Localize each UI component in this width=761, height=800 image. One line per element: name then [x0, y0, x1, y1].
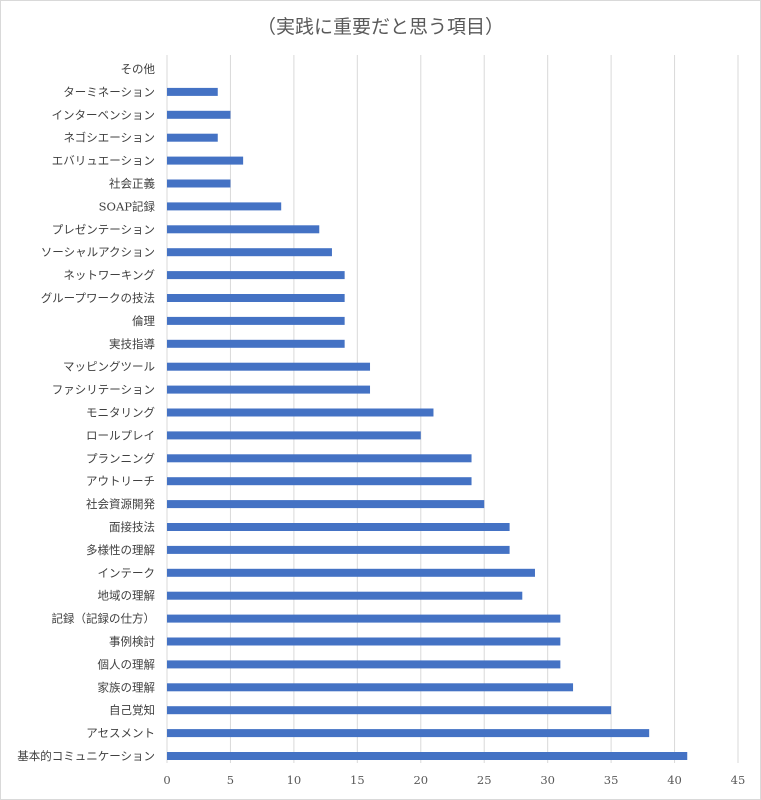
- category-label: モニタリング: [86, 406, 155, 420]
- category-label: 倫理: [132, 314, 155, 328]
- bar: [167, 248, 332, 257]
- category-label: 多様性の理解: [86, 543, 155, 557]
- category-label: 社会資源開発: [86, 497, 155, 511]
- bar: [167, 706, 612, 715]
- category-label: 家族の理解: [98, 680, 156, 694]
- category-label: プランニング: [86, 451, 155, 465]
- bar: [167, 179, 231, 188]
- category-label: 自己覚知: [109, 703, 155, 717]
- category-label: 記録（記録の仕方）: [52, 612, 156, 626]
- x-tick-label: 35: [604, 773, 619, 787]
- bar: [167, 752, 688, 760]
- bar: [167, 637, 561, 646]
- category-labels: その他ターミネーションインターベンションネゴシエーションエバリュエーション社会正…: [17, 62, 155, 763]
- bar: [167, 545, 510, 554]
- category-label: その他: [121, 62, 156, 76]
- category-label: アセスメント: [86, 726, 155, 740]
- category-label: 基本的コミュニケーション: [17, 749, 155, 763]
- category-label: マッピングツール: [63, 360, 155, 374]
- bar: [167, 156, 244, 165]
- category-label: 社会正義: [109, 177, 155, 191]
- category-label: ネゴシエーション: [63, 131, 155, 145]
- category-label: インターベンション: [52, 108, 156, 122]
- x-tick-label: 5: [227, 773, 234, 787]
- x-tick-labels: 0 5 10 15 20 25 30 35 40 45: [163, 773, 745, 787]
- bar: [167, 133, 218, 142]
- category-label: 個人の理解: [98, 657, 156, 671]
- x-tick-label: 10: [287, 773, 302, 787]
- x-tick-label: 45: [731, 773, 746, 787]
- x-tick-label: 30: [540, 773, 555, 787]
- bar: [167, 500, 485, 509]
- category-label: 地域の理解: [98, 589, 156, 603]
- bar: [167, 591, 523, 600]
- x-tick-label: 15: [350, 773, 365, 787]
- category-label: プレゼンテーション: [52, 222, 155, 236]
- category-label: アウトリーチ: [86, 474, 155, 488]
- bars: [167, 87, 688, 760]
- bar: [167, 225, 320, 234]
- bar: [167, 87, 218, 96]
- bar: [167, 202, 282, 211]
- bar: [167, 729, 650, 738]
- bar: [167, 660, 561, 669]
- bar: [167, 110, 231, 119]
- bar: [167, 316, 345, 325]
- category-label: ネットワーキング: [63, 268, 155, 282]
- bar: [167, 385, 371, 394]
- x-tick-label: 25: [477, 773, 492, 787]
- category-label: ターミネーション: [63, 85, 155, 99]
- bar: [167, 568, 535, 577]
- bar: [167, 294, 345, 302]
- bar: [167, 362, 371, 371]
- chart-title: （実践に重要だと思う項目）: [256, 16, 504, 38]
- category-label: SOAP記録: [99, 199, 156, 213]
- x-tick-label: 20: [413, 773, 428, 787]
- category-label: 実技指導: [109, 337, 155, 351]
- category-label: グループワークの技法: [41, 291, 155, 305]
- category-label: ソーシャルアクション: [41, 245, 155, 259]
- category-label: エバリュエーション: [52, 154, 155, 168]
- bar: [167, 683, 574, 692]
- bar: [167, 523, 510, 531]
- category-label: 事例検討: [109, 635, 155, 649]
- bar: [167, 271, 345, 280]
- bar: [167, 431, 421, 440]
- bar: [167, 614, 561, 623]
- bar: [167, 339, 345, 348]
- bar: [167, 477, 472, 486]
- bar: [167, 408, 434, 417]
- x-tick-label: 0: [163, 773, 170, 787]
- category-label: ロールプレイ: [86, 428, 155, 442]
- category-label: 面接技法: [109, 520, 155, 534]
- category-label: ファシリテーション: [52, 383, 155, 397]
- category-label: インテーク: [98, 566, 156, 580]
- bar: [167, 454, 472, 463]
- x-tick-label: 40: [667, 773, 682, 787]
